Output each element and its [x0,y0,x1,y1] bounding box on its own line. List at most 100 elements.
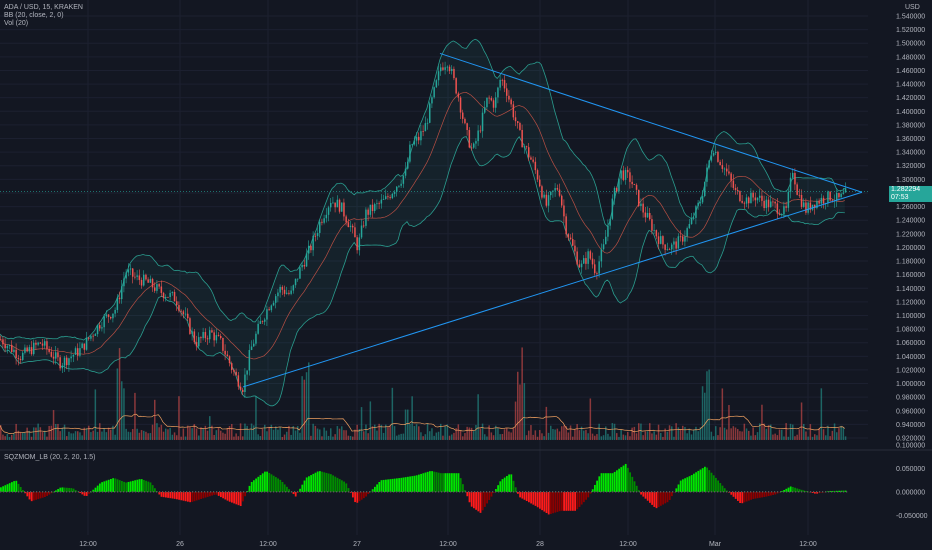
candle-body [138,275,141,280]
volume-bar [666,431,669,440]
squeeze-dot [465,491,467,493]
momentum-bar [374,486,376,492]
volume-bar [259,436,262,440]
oscillator-legend[interactable]: SQZMOM_LB (20, 2, 20, 1.5) [4,454,96,461]
momentum-bar [332,475,334,492]
squeeze-dot [159,491,161,493]
volume-bar [811,436,814,440]
price-tick-label: 0.980000 [896,395,925,402]
candle-body [794,172,796,185]
candle-body [294,278,297,286]
price-tick-label: 1.180000 [896,259,925,266]
squeeze-dot [633,491,635,493]
squeeze-dot [663,491,665,493]
candle-body [374,204,376,212]
momentum-bar [202,492,205,499]
volume-bar [187,425,189,440]
candles [0,61,847,398]
squeeze-dot [780,491,782,493]
candle-body [686,228,688,237]
candle-body [840,193,842,198]
volume-bar [112,425,114,440]
momentum-bar [187,492,189,502]
volume-bar [756,432,759,440]
volume-bar [448,435,451,440]
momentum-bar [528,492,530,503]
momentum-bar [211,492,213,496]
volume-bar [156,423,158,440]
volume-bar [266,431,268,440]
volume-bar [268,426,270,440]
momentum-bar [816,492,818,494]
squeeze-dot [324,491,326,493]
candle-body [180,310,182,312]
volume-bar [312,423,314,440]
volume-bar [532,434,534,440]
bb-indicator-label[interactable]: BB (20, close, 2, 0) [4,12,64,19]
volume-bar [169,427,171,440]
volume-indicator-label[interactable]: Vol (20) [4,20,29,27]
volume-bar [609,436,611,440]
price-tick-label: 1.240000 [896,218,925,225]
momentum-bar [6,484,9,492]
symbol-title[interactable]: ADA / USD, 15, KRAKEN [4,4,83,11]
momentum-bar [66,487,68,492]
volume-bar [413,426,416,440]
squeeze-dot [333,491,335,493]
squeeze-dot [60,491,62,493]
squeeze-dot [528,491,530,493]
candle-body [398,185,400,187]
squeeze-dot [69,491,71,493]
momentum-bar [671,492,673,497]
volume-bar [572,436,574,440]
momentum-bar [587,492,590,498]
momentum-bar [136,479,139,492]
candle-body [844,188,847,193]
volume-bar [96,431,99,440]
candle-body [594,264,596,274]
candle-body [805,202,807,213]
volume-bar [715,426,717,440]
candle-body [319,221,321,233]
squeeze-dot [132,491,134,493]
candle-body [198,337,200,347]
squeeze-dot [462,491,464,493]
squeeze-dot [495,491,497,493]
momentum-bar [79,492,81,493]
squeeze-dot [417,491,419,493]
volume-bar [292,425,295,440]
bb-basis [0,92,845,360]
volume-bar [132,429,134,440]
candle-body [376,203,378,205]
momentum-bar [638,490,640,492]
squeeze-dot [381,491,383,493]
candle-body [572,239,574,246]
squeeze-dot [723,491,725,493]
squeeze-dot [702,491,704,493]
candle-body [347,222,350,228]
candle-body [820,197,823,204]
candle-body [206,338,209,340]
volume-bar [638,423,640,440]
volume-bar [550,425,552,440]
candle-body [616,187,618,192]
candle-body [39,342,42,344]
momentum-bar [580,492,583,505]
candle-body [380,199,383,204]
momentum-bar [442,473,444,492]
momentum-bar [70,488,73,492]
candle-body [367,209,369,215]
candle-body [92,335,94,337]
volume-bar [616,433,618,440]
candle-body [277,292,279,297]
squeeze-dot [741,491,743,493]
momentum-bar [189,492,191,503]
momentum-bar [591,489,594,492]
volume-bar [481,423,484,440]
momentum-bar [415,475,418,492]
candle-body [822,197,825,204]
volume-bar [686,433,688,440]
momentum-bar [697,470,700,492]
squeeze-dot [735,491,737,493]
